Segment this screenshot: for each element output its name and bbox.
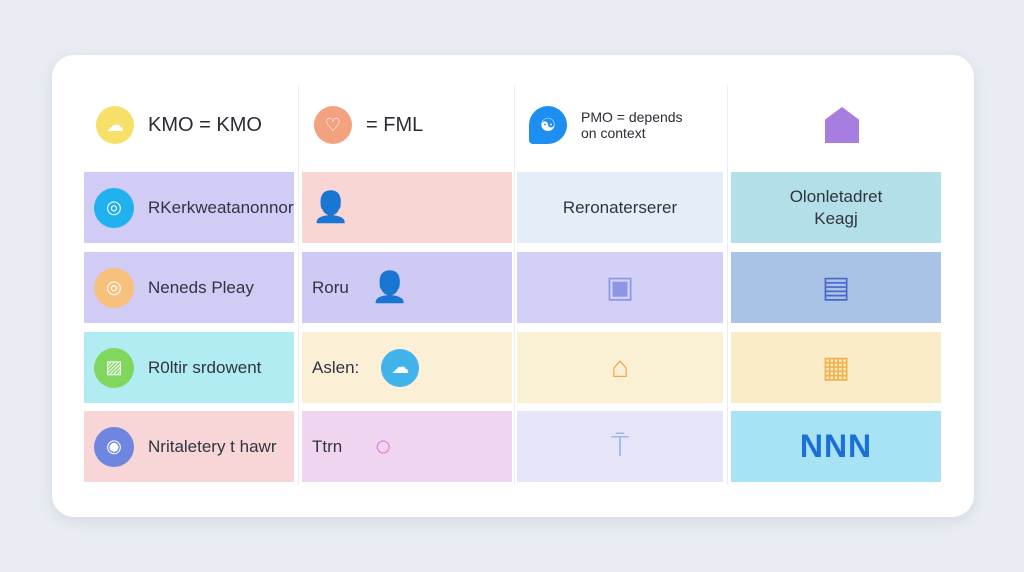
heart-icon: ♡ xyxy=(314,106,352,144)
person-icon: 👤 xyxy=(371,271,409,304)
grid-cell[interactable]: ⌂ xyxy=(517,332,723,403)
grid-cell[interactable]: Reronaterserer xyxy=(517,172,723,243)
cell-text: NNN xyxy=(799,428,873,464)
cloud-icon: ☁ xyxy=(96,106,134,144)
grid-cell[interactable]: Aslen: ☁ xyxy=(302,332,512,403)
grid-cell[interactable]: Roru 👤 xyxy=(302,252,512,323)
grid-cell[interactable]: 👤 xyxy=(302,172,512,243)
house-keyhole-icon xyxy=(825,107,859,143)
grid-cell[interactable]: Olonletadret Keagj xyxy=(731,172,941,243)
figure-icon: ⍑ xyxy=(611,429,629,463)
column-divider xyxy=(727,85,728,485)
column-header-3[interactable] xyxy=(743,80,941,170)
cell-text: Neneds Pleay xyxy=(148,277,254,297)
cell-text: Roru xyxy=(312,277,349,297)
person-icon: 👤 xyxy=(312,191,350,224)
chat-bubble-icon: ☯ xyxy=(529,106,567,144)
cell-text: Olonletadret Keagj xyxy=(789,187,883,228)
cell-text: Ttrn xyxy=(312,436,343,456)
column-divider xyxy=(298,85,299,485)
documents-icon: ▤ xyxy=(821,271,851,304)
grid-cell[interactable]: ▦ xyxy=(731,332,941,403)
calendar-icon: ▦ xyxy=(821,351,851,384)
user-icon: ○ xyxy=(374,429,393,463)
cell-text: Nritaletery t hawr xyxy=(148,436,277,456)
column-header-2[interactable]: ☯ PMO = depends on context xyxy=(529,80,723,170)
user-square-icon: ▣ xyxy=(605,271,635,304)
column-divider xyxy=(514,85,515,485)
cell-text: R0ltir srdowent xyxy=(148,357,262,377)
grid-cell[interactable]: ◎ Neneds Pleay xyxy=(84,252,294,323)
grid-cell[interactable]: Ttrn ○ xyxy=(302,411,512,482)
grid-cell[interactable]: ◉ Nritaletery t hawr xyxy=(84,411,294,482)
grid-cell[interactable]: NNN xyxy=(731,411,941,482)
target-icon: ◎ xyxy=(94,187,134,228)
column-header-label: = FML xyxy=(366,113,424,136)
column-header-1[interactable]: ♡ = FML xyxy=(314,80,512,170)
grid-cell[interactable]: ▨ R0ltir srdowent xyxy=(84,332,294,403)
cloud-icon: ☁ xyxy=(381,348,420,387)
camera-icon: ◉ xyxy=(94,426,134,467)
cell-text: Aslen: xyxy=(312,357,360,377)
cell-text: RKerkweatanonnorfrn xyxy=(148,197,294,217)
grid-cell[interactable]: ⍑ xyxy=(517,411,723,482)
cell-text: Reronaterserer xyxy=(562,197,678,217)
column-header-label: KMO = KMO xyxy=(148,113,262,136)
home-icon: ⌂ xyxy=(610,350,630,384)
column-header-label: PMO = depends on context xyxy=(581,108,683,141)
target-icon: ◎ xyxy=(94,267,134,308)
image-icon: ▨ xyxy=(94,347,134,388)
grid-cell[interactable]: ▤ xyxy=(731,252,941,323)
grid-cell[interactable]: ◎ RKerkweatanonnorfrn xyxy=(84,172,294,243)
column-header-0[interactable]: ☁ KMO = KMO xyxy=(96,80,294,170)
grid-cell[interactable]: ▣ xyxy=(517,252,723,323)
